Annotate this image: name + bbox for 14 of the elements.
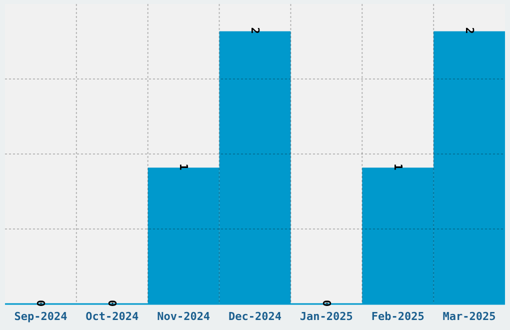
x-tick-label: Feb-2025 xyxy=(371,310,424,323)
x-tick-label: Jan-2025 xyxy=(300,310,353,323)
data-label: 2 xyxy=(462,27,476,34)
x-tick-label: Sep-2024 xyxy=(14,310,68,323)
data-label: 0 xyxy=(34,300,48,307)
data-label: 0 xyxy=(320,300,333,307)
data-label: 2 xyxy=(248,27,262,34)
x-tick-label: Oct-2024 xyxy=(86,310,140,323)
data-label: 1 xyxy=(391,164,404,171)
x-tick-label: Dec-2024 xyxy=(228,310,282,323)
x-tick-label: Mar-2025 xyxy=(442,310,496,323)
data-label: 1 xyxy=(177,164,190,171)
x-tick-label: Nov-2024 xyxy=(157,310,210,323)
data-label: 0 xyxy=(106,300,119,307)
